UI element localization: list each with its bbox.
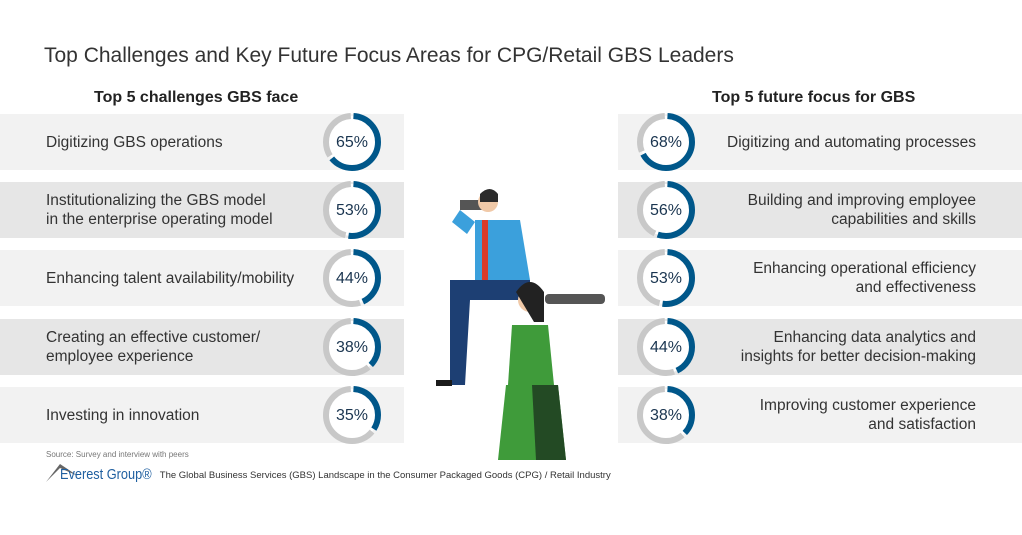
donut-remainder: [637, 249, 695, 307]
donut-track: [326, 389, 378, 441]
donut-label: 56%: [649, 201, 683, 219]
donut-track: [326, 252, 378, 304]
challenge-row: Digitizing GBS operations 65%: [0, 112, 404, 172]
donut-track: [640, 116, 692, 168]
donut-chart: 68%: [636, 112, 696, 172]
donut-track: [326, 184, 378, 236]
donut-remainder: [637, 113, 695, 171]
donut-label: 53%: [335, 201, 369, 219]
donut-value-arc: [637, 318, 695, 376]
row-label: Creating an effective customer/ employee…: [46, 329, 261, 365]
donut-remainder: [637, 386, 695, 444]
donut-label: 68%: [649, 133, 683, 151]
donut-remainder: [323, 386, 381, 444]
donut-value-arc: [323, 249, 381, 307]
donut-value-arc: [637, 181, 695, 239]
donut-track: [640, 321, 692, 373]
donut-track: [326, 321, 378, 373]
footer: Everest Group® The Global Business Servi…: [46, 464, 611, 483]
donut-remainder: [637, 181, 695, 239]
row-label: Building and improving employee capabili…: [747, 192, 976, 228]
donut-label: 65%: [335, 133, 369, 151]
donut-label: 53%: [649, 269, 683, 287]
donut-value-arc: [323, 181, 381, 239]
row-label: Digitizing GBS operations: [46, 133, 223, 151]
donut-value-arc: [637, 113, 695, 171]
donut-chart: 65%: [322, 112, 382, 172]
donut-chart: 38%: [636, 385, 696, 445]
donut-label: 35%: [335, 406, 369, 424]
donut-remainder: [323, 318, 381, 376]
donut-value-arc: [323, 113, 381, 171]
donut-chart: 44%: [322, 248, 382, 308]
donut-chart: 53%: [636, 248, 696, 308]
donut-value-arc: [637, 386, 695, 444]
focus-row: Enhancing data analytics and insights fo…: [618, 317, 1022, 377]
row-label: Institutionalizing the GBS model in the …: [46, 192, 273, 228]
row-label: Enhancing data analytics and insights fo…: [740, 329, 976, 365]
everest-logo-icon: [46, 464, 78, 482]
row-label: Enhancing operational efficiency and eff…: [753, 260, 976, 296]
focus-row: Digitizing and automating processes 68%: [618, 112, 1022, 172]
focus-row: Building and improving employee capabili…: [618, 180, 1022, 240]
focus-heading: Top 5 future focus for GBS: [712, 89, 916, 106]
woman-figure: [498, 282, 605, 460]
brand-name: Everest Group®: [60, 466, 152, 483]
source-note: Source: Survey and interview with peers: [46, 450, 189, 459]
focus-row: Improving customer experience and satisf…: [618, 385, 1022, 445]
donut-label: 38%: [649, 406, 683, 424]
donut-remainder: [323, 249, 381, 307]
donut-chart: 56%: [636, 180, 696, 240]
footer-text: The Global Business Services (GBS) Lands…: [159, 470, 611, 481]
donut-remainder: [323, 181, 381, 239]
donut-remainder: [637, 318, 695, 376]
row-label: Enhancing talent availability/mobility: [46, 269, 295, 287]
focus-row: Enhancing operational efficiency and eff…: [618, 248, 1022, 308]
donut-chart: 44%: [636, 317, 696, 377]
illustration-people: [436, 189, 605, 460]
donut-value-arc: [637, 249, 695, 307]
page-title: Top Challenges and Key Future Focus Area…: [44, 44, 734, 67]
row-label: Improving customer experience and satisf…: [759, 397, 976, 433]
challenge-row: Institutionalizing the GBS model in the …: [0, 180, 404, 240]
challenges-heading: Top 5 challenges GBS face: [94, 89, 299, 106]
donut-chart: 35%: [322, 385, 382, 445]
donut-remainder: [323, 113, 381, 171]
man-figure: [436, 189, 530, 386]
row-label: Digitizing and automating processes: [727, 133, 976, 151]
donut-value-arc: [323, 318, 381, 376]
donut-chart: 38%: [322, 317, 382, 377]
donut-label: 44%: [649, 338, 683, 356]
donut-track: [640, 252, 692, 304]
donut-label: 38%: [335, 338, 369, 356]
donut-label: 44%: [335, 269, 369, 287]
donut-track: [326, 116, 378, 168]
challenge-row: Investing in innovation 35%: [0, 385, 404, 445]
donut-track: [640, 389, 692, 441]
row-label: Investing in innovation: [46, 406, 200, 424]
donut-value-arc: [323, 386, 381, 444]
donut-chart: 53%: [322, 180, 382, 240]
challenge-row: Creating an effective customer/ employee…: [0, 317, 404, 377]
donut-track: [640, 184, 692, 236]
challenge-row: Enhancing talent availability/mobility 4…: [0, 248, 404, 308]
